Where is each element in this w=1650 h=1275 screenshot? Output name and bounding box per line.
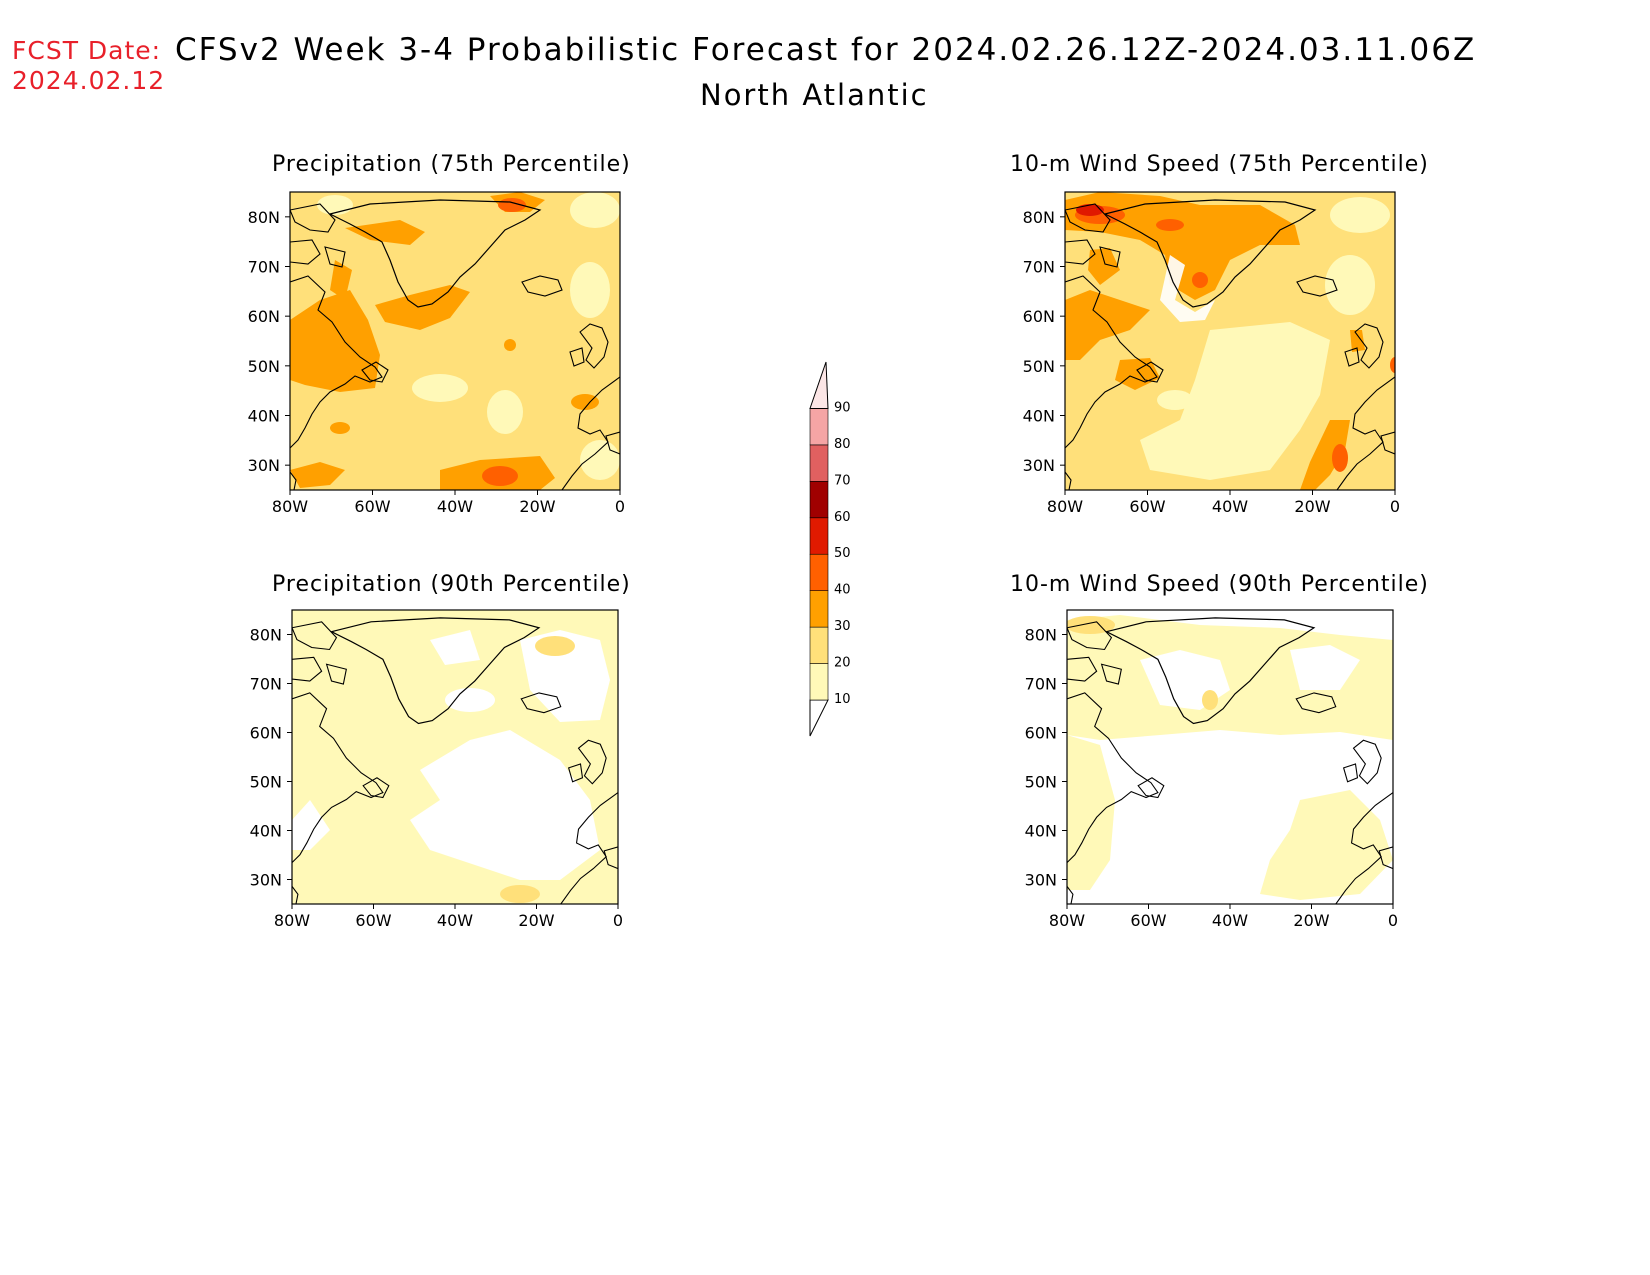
colorbar-upper-arrow xyxy=(809,361,829,409)
figure-subtitle: North Atlantic xyxy=(700,78,929,112)
lat-tick-label: 40N xyxy=(250,822,282,841)
lat-tick-label: 70N xyxy=(1025,675,1057,694)
lat-tick-label: 50N xyxy=(1025,773,1057,792)
fcst-date-label: FCST Date: xyxy=(12,36,162,65)
lon-tick-label: 80W xyxy=(1049,911,1085,930)
panel-title-precip-75: Precipitation (75th Percentile) xyxy=(272,152,631,177)
colorbar-level-label: 20 xyxy=(834,656,851,671)
colorbar-segment xyxy=(809,553,829,591)
lon-tick-label: 80W xyxy=(1047,497,1083,516)
lat-tick-label: 50N xyxy=(1023,357,1055,376)
lat-tick-label: 30N xyxy=(1025,871,1057,890)
figure-title: CFSv2 Week 3-4 Probabilistic Forecast fo… xyxy=(175,32,1477,68)
lon-tick-label: 40W xyxy=(437,497,473,516)
colorbar-segment xyxy=(809,590,829,628)
lat-tick-label: 30N xyxy=(250,871,282,890)
lat-tick-label: 60N xyxy=(250,724,282,743)
lon-tick-label: 0 xyxy=(1388,911,1398,930)
lon-tick-label: 60W xyxy=(355,911,391,930)
lat-tick-label: 70N xyxy=(248,258,280,277)
lat-tick-label: 80N xyxy=(250,626,282,645)
lon-tick-label: 20W xyxy=(519,497,555,516)
lon-tick-label: 0 xyxy=(615,497,625,516)
lat-tick-label: 70N xyxy=(1023,258,1055,277)
lon-tick-label: 80W xyxy=(272,497,308,516)
lon-tick-label: 20W xyxy=(1294,497,1330,516)
colorbar-level-label: 70 xyxy=(834,473,851,488)
colorbar-segment xyxy=(809,626,829,664)
colorbar-level-label: 50 xyxy=(834,546,851,561)
lat-tick-label: 30N xyxy=(248,456,280,475)
lat-tick-label: 50N xyxy=(250,773,282,792)
lat-tick-label: 80N xyxy=(248,208,280,227)
lon-tick-label: 40W xyxy=(1212,497,1248,516)
lon-tick-label: 60W xyxy=(354,497,390,516)
lat-tick-label: 60N xyxy=(1025,724,1057,743)
colorbar-segment xyxy=(809,517,829,555)
lat-tick-label: 40N xyxy=(1025,822,1057,841)
lat-tick-label: 30N xyxy=(1023,456,1055,475)
map-wind-90 xyxy=(1066,609,1394,905)
lon-tick-label: 80W xyxy=(274,911,310,930)
lat-tick-label: 70N xyxy=(250,675,282,694)
lon-tick-label: 40W xyxy=(437,911,473,930)
colorbar-level-label: 40 xyxy=(834,583,851,598)
colorbar-segment xyxy=(809,663,829,701)
lon-tick-label: 20W xyxy=(1293,911,1329,930)
panel-title-precip-90: Precipitation (90th Percentile) xyxy=(272,572,631,597)
lat-tick-label: 40N xyxy=(1023,407,1055,426)
lat-tick-label: 80N xyxy=(1025,626,1057,645)
panel-title-wind-90: 10-m Wind Speed (90th Percentile) xyxy=(1010,572,1429,597)
colorbar: 10 20 30 40 50 60 70 80 90 xyxy=(809,361,851,737)
colorbar-segment xyxy=(809,444,829,482)
colorbar-level-label: 30 xyxy=(834,619,851,634)
map-wind-75 xyxy=(1064,191,1396,491)
colorbar-level-label: 10 xyxy=(834,692,851,707)
colorbar-level-label: 80 xyxy=(834,437,851,452)
lon-tick-label: 0 xyxy=(613,911,623,930)
colorbar-lower-arrow xyxy=(809,699,829,737)
colorbar-level-label: 90 xyxy=(834,400,851,415)
fcst-date-value: 2024.02.12 xyxy=(12,66,166,95)
fcst-date-block: FCST Date: 2024.02.12 xyxy=(12,36,165,96)
lat-tick-label: 40N xyxy=(248,407,280,426)
lon-tick-label: 20W xyxy=(518,911,554,930)
lon-tick-label: 60W xyxy=(1129,497,1165,516)
lon-tick-label: 40W xyxy=(1212,911,1248,930)
lat-tick-label: 60N xyxy=(1023,307,1055,326)
lon-tick-label: 60W xyxy=(1130,911,1166,930)
colorbar-level-label: 60 xyxy=(834,510,851,525)
colorbar-segment xyxy=(809,408,829,446)
map-precip-75 xyxy=(289,191,621,491)
map-precip-90 xyxy=(291,609,619,905)
lat-tick-label: 50N xyxy=(248,357,280,376)
panel-title-wind-75: 10-m Wind Speed (75th Percentile) xyxy=(1010,152,1429,177)
lat-tick-label: 80N xyxy=(1023,208,1055,227)
lat-tick-label: 60N xyxy=(248,307,280,326)
lon-tick-label: 0 xyxy=(1390,497,1400,516)
colorbar-segment xyxy=(809,481,829,519)
